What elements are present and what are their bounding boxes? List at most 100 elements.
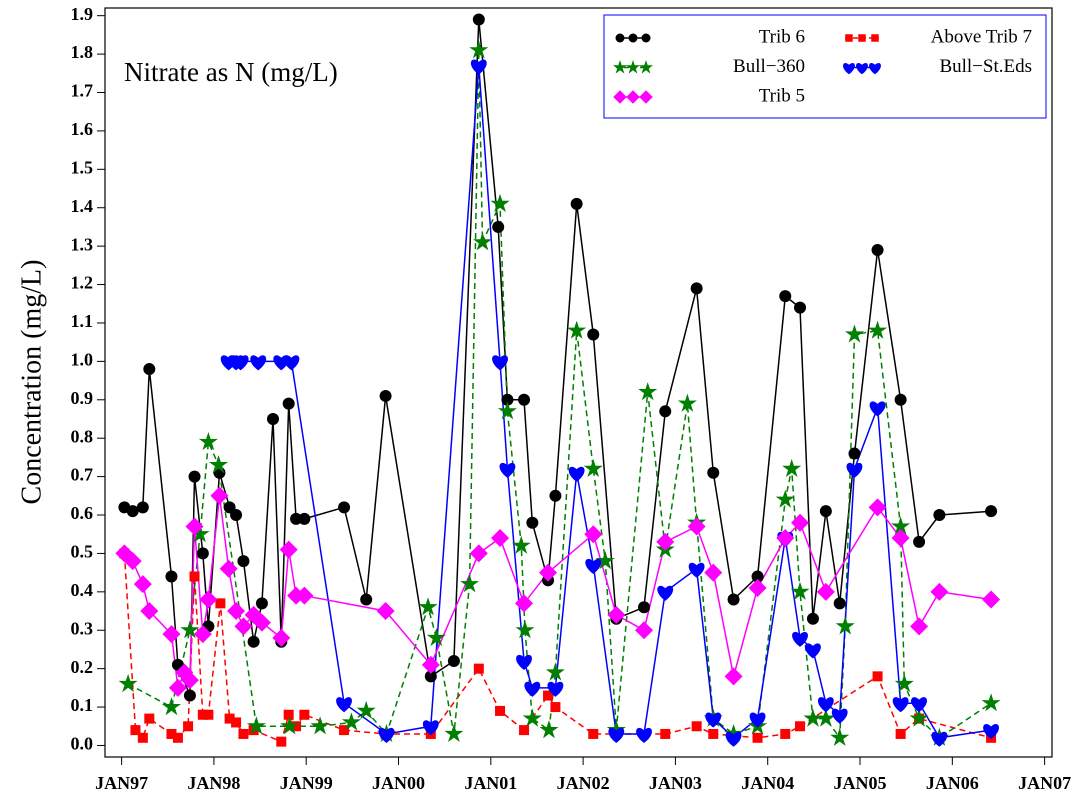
marker	[246, 716, 266, 735]
x-tick-label: JAN99	[280, 773, 333, 793]
legend-marker	[871, 34, 879, 42]
marker	[660, 728, 671, 739]
marker	[519, 725, 530, 736]
plot-frame	[104, 7, 1053, 758]
legend-label: Above Trib 7	[931, 26, 1032, 47]
marker	[708, 728, 719, 739]
marker	[550, 702, 561, 713]
marker	[209, 455, 228, 474]
marker	[162, 625, 181, 644]
marker	[376, 602, 395, 621]
marker	[230, 509, 243, 522]
marker	[748, 578, 767, 597]
marker	[981, 693, 1001, 712]
y-tick-label: 0.7	[71, 465, 94, 485]
marker	[792, 631, 808, 647]
legend-marker	[628, 33, 638, 43]
marker	[341, 712, 361, 731]
marker	[794, 301, 807, 314]
marker	[607, 605, 626, 624]
marker	[690, 282, 703, 295]
x-tick-label: JAN97	[95, 773, 148, 793]
marker	[215, 598, 226, 609]
legend-marker	[858, 34, 866, 42]
legend-marker	[845, 34, 853, 42]
marker	[470, 59, 487, 75]
marker	[749, 712, 766, 728]
marker	[833, 597, 846, 610]
marker	[638, 601, 651, 614]
marker	[570, 197, 583, 210]
marker	[584, 525, 603, 544]
marker	[894, 393, 907, 406]
marker	[472, 13, 485, 26]
marker	[185, 517, 204, 536]
y-tick-label: 1.1	[71, 311, 94, 331]
marker	[803, 708, 823, 727]
marker	[298, 512, 311, 525]
marker	[871, 243, 884, 256]
legend-marker	[613, 90, 627, 104]
marker	[379, 389, 392, 402]
x-tick-label: JAN02	[557, 773, 610, 793]
marker	[846, 462, 863, 478]
marker	[835, 616, 855, 635]
marker	[539, 720, 559, 739]
marker	[539, 563, 558, 582]
marker	[791, 513, 810, 532]
legend-marker	[869, 62, 881, 75]
legend-marker	[625, 60, 641, 74]
marker	[198, 432, 218, 451]
marker	[126, 505, 139, 518]
marker	[752, 732, 763, 743]
marker	[247, 635, 260, 648]
marker	[123, 552, 142, 571]
marker	[497, 401, 517, 420]
marker	[776, 529, 795, 548]
marker	[891, 529, 910, 548]
legend-marker	[612, 60, 628, 74]
x-tick-label: JAN03	[649, 773, 702, 793]
marker	[779, 290, 792, 303]
marker	[501, 393, 514, 406]
marker	[280, 716, 300, 735]
marker	[515, 620, 535, 639]
y-tick-label: 1.7	[71, 81, 94, 101]
marker	[252, 613, 271, 632]
marker	[547, 681, 564, 697]
marker	[118, 674, 138, 693]
x-tick-label: JAN05	[834, 773, 887, 793]
marker	[780, 728, 791, 739]
marker	[511, 535, 531, 554]
marker	[545, 662, 565, 681]
legend-label: Trib 6	[759, 26, 805, 47]
marker	[136, 501, 149, 514]
marker	[143, 363, 156, 376]
y-tick-label: 1.4	[71, 196, 94, 216]
marker	[499, 462, 516, 478]
marker	[588, 728, 599, 739]
marker	[790, 581, 810, 600]
marker	[727, 593, 740, 606]
y-tick-label: 0.4	[71, 580, 94, 600]
marker	[868, 320, 888, 339]
marker	[290, 512, 303, 525]
marker	[237, 555, 250, 568]
marker	[491, 529, 510, 548]
marker	[983, 724, 1000, 740]
marker	[845, 324, 864, 343]
marker	[183, 721, 194, 732]
marker	[161, 697, 181, 716]
marker	[172, 732, 183, 743]
marker	[869, 401, 886, 417]
y-tick-label: 0.5	[71, 542, 94, 562]
marker	[133, 575, 152, 594]
marker	[635, 621, 654, 640]
marker	[911, 697, 928, 713]
marker	[567, 320, 587, 339]
marker	[930, 582, 949, 601]
marker	[868, 498, 887, 517]
y-tick-label: 1.9	[71, 4, 94, 24]
marker	[255, 597, 268, 610]
marker	[638, 382, 658, 401]
